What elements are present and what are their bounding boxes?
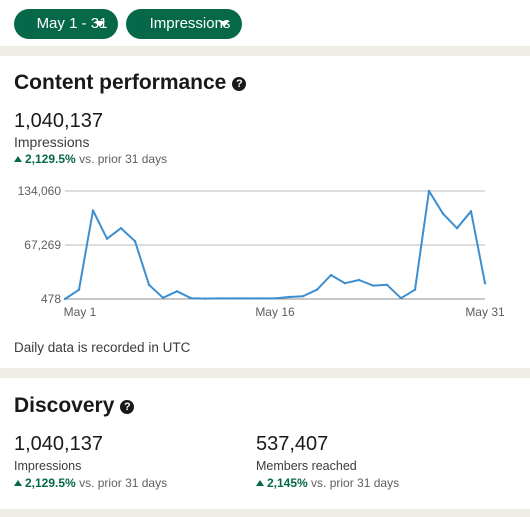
- series-points: [63, 189, 487, 301]
- data-point: [441, 212, 445, 215]
- data-point: [371, 284, 375, 287]
- data-point: [343, 282, 347, 285]
- data-point: [329, 273, 333, 277]
- triangle-up-icon: [14, 156, 22, 162]
- x-tick-label: May 16: [255, 305, 295, 319]
- y-tick-label: 134,060: [18, 184, 62, 198]
- data-point: [231, 297, 235, 300]
- data-point: [315, 288, 319, 291]
- impressions-line-chart: 134,060 67,269 478 May 1 May 16 May 31: [18, 184, 505, 319]
- impressions-change: 2,129.5% vs. prior 31 days: [14, 152, 167, 166]
- data-point: [77, 288, 81, 291]
- change-value: 2,129.5%: [25, 152, 76, 166]
- data-point: [413, 288, 417, 291]
- impressions-total: 1,040,137: [14, 110, 103, 132]
- y-tick-label: 67,269: [24, 238, 61, 252]
- change-suffix: vs. prior 31 days: [79, 152, 168, 166]
- y-axis-ticks: 134,060 67,269 478: [18, 184, 62, 306]
- data-point: [245, 297, 249, 300]
- data-point: [273, 297, 277, 300]
- discovery-impressions-label: Impressions: [14, 459, 82, 473]
- help-circle-icon[interactable]: ?: [232, 77, 247, 91]
- utc-footnote: Daily data is recorded in UTC: [14, 340, 191, 355]
- data-point: [91, 209, 95, 212]
- y-tick-label: 478: [41, 292, 61, 306]
- x-axis-ticks: May 1 May 16 May 31: [64, 305, 505, 319]
- data-point: [427, 189, 431, 193]
- data-point: [259, 297, 263, 300]
- data-point: [63, 297, 67, 301]
- data-point: [203, 297, 207, 300]
- change-value: 2,145%: [267, 476, 308, 490]
- date-range-label: May 1 - 31: [36, 15, 108, 32]
- members-reached-change: 2,145% vs. prior 31 days: [256, 476, 399, 490]
- content-performance-title: Content performance?: [14, 71, 247, 95]
- triangle-up-icon: [14, 480, 22, 486]
- data-point: [147, 283, 151, 287]
- metric-dropdown[interactable]: Impressions: [126, 9, 242, 39]
- change-value: 2,129.5%: [25, 476, 76, 490]
- change-suffix: vs. prior 31 days: [79, 476, 168, 490]
- data-point: [161, 296, 165, 299]
- data-point: [399, 296, 403, 300]
- caret-down-icon: [219, 21, 229, 27]
- change-suffix: vs. prior 31 days: [311, 476, 400, 490]
- data-point: [301, 294, 305, 298]
- data-point: [469, 210, 473, 213]
- data-point: [189, 296, 193, 300]
- data-point: [455, 227, 459, 230]
- date-range-dropdown[interactable]: May 1 - 31: [14, 9, 118, 39]
- impressions-label: Impressions: [14, 134, 90, 150]
- members-reached-value: 537,407: [256, 433, 329, 455]
- data-point: [287, 295, 291, 299]
- x-tick-label: May 31: [465, 305, 505, 319]
- data-point: [217, 297, 221, 300]
- discovery-impressions-value: 1,040,137: [14, 433, 103, 455]
- triangle-up-icon: [256, 480, 264, 486]
- data-point: [385, 283, 389, 287]
- data-point: [483, 282, 487, 285]
- discovery-title: Discovery?: [14, 394, 135, 418]
- caret-down-icon: [95, 21, 105, 27]
- data-point: [105, 237, 109, 240]
- help-circle-icon[interactable]: ?: [120, 400, 135, 414]
- data-point: [175, 290, 179, 293]
- section-title-text: Discovery: [14, 394, 115, 417]
- filter-bar: May 1 - 31 Impressions: [0, 0, 530, 46]
- section-title-text: Content performance: [14, 71, 227, 94]
- x-tick-label: May 1: [64, 305, 97, 319]
- members-reached-label: Members reached: [256, 459, 357, 473]
- discovery-impressions-change: 2,129.5% vs. prior 31 days: [14, 476, 167, 490]
- data-point: [357, 278, 361, 282]
- metric-label: Impressions: [149, 15, 231, 32]
- data-point: [133, 239, 137, 243]
- discovery-card: Discovery? 1,040,137 Impressions 2,129.5…: [0, 378, 530, 509]
- data-point: [119, 227, 123, 230]
- content-performance-card: Content performance? 1,040,137 Impressio…: [0, 56, 530, 368]
